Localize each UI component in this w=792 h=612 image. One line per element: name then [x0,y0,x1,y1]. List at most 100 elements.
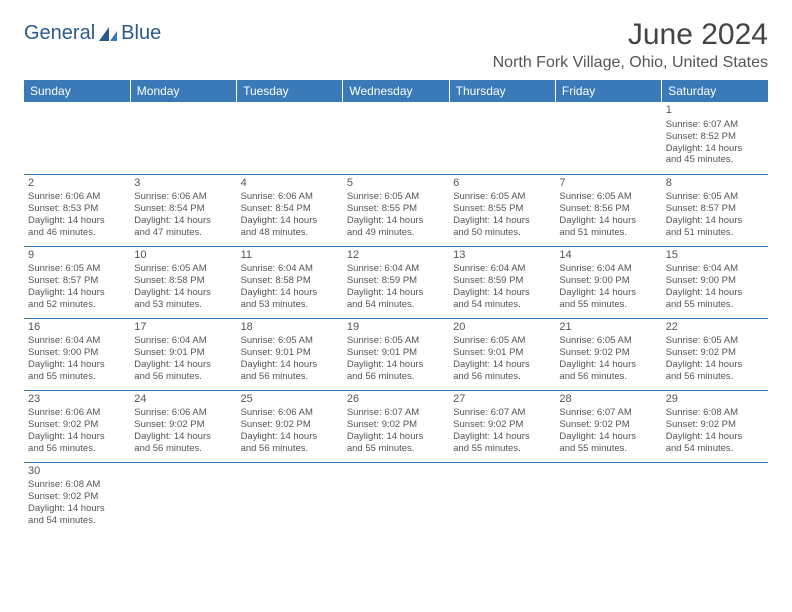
cell-line: Sunset: 8:56 PM [559,203,657,215]
calendar-cell: 3Sunrise: 6:06 AMSunset: 8:54 PMDaylight… [130,174,236,246]
cell-line: and 48 minutes. [241,227,339,239]
calendar-cell: 10Sunrise: 6:05 AMSunset: 8:58 PMDayligh… [130,246,236,318]
day-number: 12 [347,249,445,263]
day-number: 4 [241,177,339,191]
cell-line: Sunrise: 6:07 AM [453,407,551,419]
cell-line: Sunrise: 6:06 AM [134,191,232,203]
calendar-cell: 4Sunrise: 6:06 AMSunset: 8:54 PMDaylight… [237,174,343,246]
cell-line: Sunrise: 6:04 AM [453,263,551,275]
cell-line: Sunset: 8:55 PM [347,203,445,215]
logo-text-blue: Blue [121,22,161,45]
calendar-row: 1Sunrise: 6:07 AMSunset: 8:52 PMDaylight… [24,102,768,174]
day-number: 21 [559,321,657,335]
day-number: 2 [28,177,126,191]
day-number: 7 [559,177,657,191]
cell-line: Sunset: 9:02 PM [453,419,551,431]
cell-line: Sunset: 9:02 PM [559,347,657,359]
calendar-cell: 5Sunrise: 6:05 AMSunset: 8:55 PMDaylight… [343,174,449,246]
day-number: 22 [666,321,764,335]
cell-line: and 54 minutes. [453,299,551,311]
calendar-row: 23Sunrise: 6:06 AMSunset: 9:02 PMDayligh… [24,390,768,462]
calendar-cell [555,462,661,534]
cell-line: Sunrise: 6:08 AM [666,407,764,419]
cell-line: and 55 minutes. [347,443,445,455]
cell-line: Sunrise: 6:05 AM [28,263,126,275]
cell-line: Sunset: 9:01 PM [241,347,339,359]
cell-line: Sunset: 8:59 PM [453,275,551,287]
day-number: 29 [666,393,764,407]
weekday-header: Thursday [449,80,555,102]
cell-line: and 55 minutes. [453,443,551,455]
cell-line: and 53 minutes. [241,299,339,311]
calendar-cell: 26Sunrise: 6:07 AMSunset: 9:02 PMDayligh… [343,390,449,462]
cell-line: Daylight: 14 hours [666,215,764,227]
weekday-header: Wednesday [343,80,449,102]
weekday-header: Friday [555,80,661,102]
cell-line: and 54 minutes. [666,443,764,455]
cell-line: Daylight: 14 hours [347,359,445,371]
cell-line: Sunset: 8:52 PM [666,131,764,143]
cell-line: Daylight: 14 hours [453,215,551,227]
cell-line: Sunset: 8:54 PM [241,203,339,215]
cell-line: Sunrise: 6:04 AM [347,263,445,275]
cell-line: Sunrise: 6:07 AM [666,119,764,131]
calendar-cell [130,102,236,174]
cell-line: Sunrise: 6:05 AM [241,335,339,347]
cell-line: Sunset: 9:01 PM [347,347,445,359]
cell-line: Sunset: 9:02 PM [134,419,232,431]
calendar-cell [449,102,555,174]
cell-line: Daylight: 14 hours [28,503,126,515]
cell-line: and 51 minutes. [666,227,764,239]
calendar-cell: 24Sunrise: 6:06 AMSunset: 9:02 PMDayligh… [130,390,236,462]
cell-line: Sunrise: 6:05 AM [559,191,657,203]
calendar-cell: 12Sunrise: 6:04 AMSunset: 8:59 PMDayligh… [343,246,449,318]
cell-line: Sunset: 9:00 PM [559,275,657,287]
calendar-cell: 25Sunrise: 6:06 AMSunset: 9:02 PMDayligh… [237,390,343,462]
calendar-cell: 9Sunrise: 6:05 AMSunset: 8:57 PMDaylight… [24,246,130,318]
cell-line: Daylight: 14 hours [559,215,657,227]
calendar-cell: 8Sunrise: 6:05 AMSunset: 8:57 PMDaylight… [662,174,768,246]
cell-line: Sunset: 9:00 PM [28,347,126,359]
cell-line: Daylight: 14 hours [347,287,445,299]
day-number: 23 [28,393,126,407]
calendar-cell: 11Sunrise: 6:04 AMSunset: 8:58 PMDayligh… [237,246,343,318]
sail-icon [97,25,119,43]
weekday-header-row: Sunday Monday Tuesday Wednesday Thursday… [24,80,768,102]
cell-line: Daylight: 14 hours [241,431,339,443]
calendar-cell [449,462,555,534]
cell-line: Sunrise: 6:04 AM [28,335,126,347]
weekday-header: Saturday [662,80,768,102]
cell-line: Daylight: 14 hours [559,431,657,443]
calendar-row: 9Sunrise: 6:05 AMSunset: 8:57 PMDaylight… [24,246,768,318]
day-number: 14 [559,249,657,263]
calendar-cell: 2Sunrise: 6:06 AMSunset: 8:53 PMDaylight… [24,174,130,246]
calendar-cell [555,102,661,174]
day-number: 27 [453,393,551,407]
cell-line: Sunset: 8:57 PM [28,275,126,287]
logo: General Blue [24,22,161,45]
calendar-cell: 29Sunrise: 6:08 AMSunset: 9:02 PMDayligh… [662,390,768,462]
cell-line: Daylight: 14 hours [134,287,232,299]
cell-line: Sunset: 9:02 PM [347,419,445,431]
day-number: 1 [666,104,764,118]
calendar-cell: 15Sunrise: 6:04 AMSunset: 9:00 PMDayligh… [662,246,768,318]
cell-line: Sunrise: 6:08 AM [28,479,126,491]
cell-line: Daylight: 14 hours [28,359,126,371]
cell-line: Sunrise: 6:06 AM [134,407,232,419]
cell-line: Daylight: 14 hours [134,359,232,371]
cell-line: Sunset: 8:59 PM [347,275,445,287]
cell-line: Sunrise: 6:04 AM [241,263,339,275]
calendar-body: 1Sunrise: 6:07 AMSunset: 8:52 PMDaylight… [24,102,768,534]
cell-line: and 50 minutes. [453,227,551,239]
calendar-cell [237,102,343,174]
calendar-cell [237,462,343,534]
day-number: 24 [134,393,232,407]
cell-line: and 56 minutes. [28,443,126,455]
cell-line: and 56 minutes. [241,371,339,383]
calendar-cell: 22Sunrise: 6:05 AMSunset: 9:02 PMDayligh… [662,318,768,390]
cell-line: Sunrise: 6:04 AM [666,263,764,275]
month-title: June 2024 [493,18,768,52]
cell-line: Daylight: 14 hours [666,359,764,371]
day-number: 6 [453,177,551,191]
cell-line: and 55 minutes. [559,299,657,311]
